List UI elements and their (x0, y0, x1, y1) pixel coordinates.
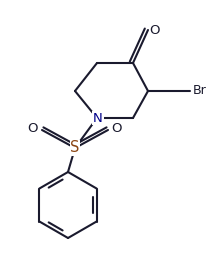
Text: O: O (150, 24, 160, 37)
Text: N: N (93, 112, 103, 124)
Text: O: O (112, 121, 122, 135)
Text: O: O (28, 121, 38, 135)
Text: S: S (70, 140, 80, 155)
Text: Br: Br (193, 85, 207, 98)
